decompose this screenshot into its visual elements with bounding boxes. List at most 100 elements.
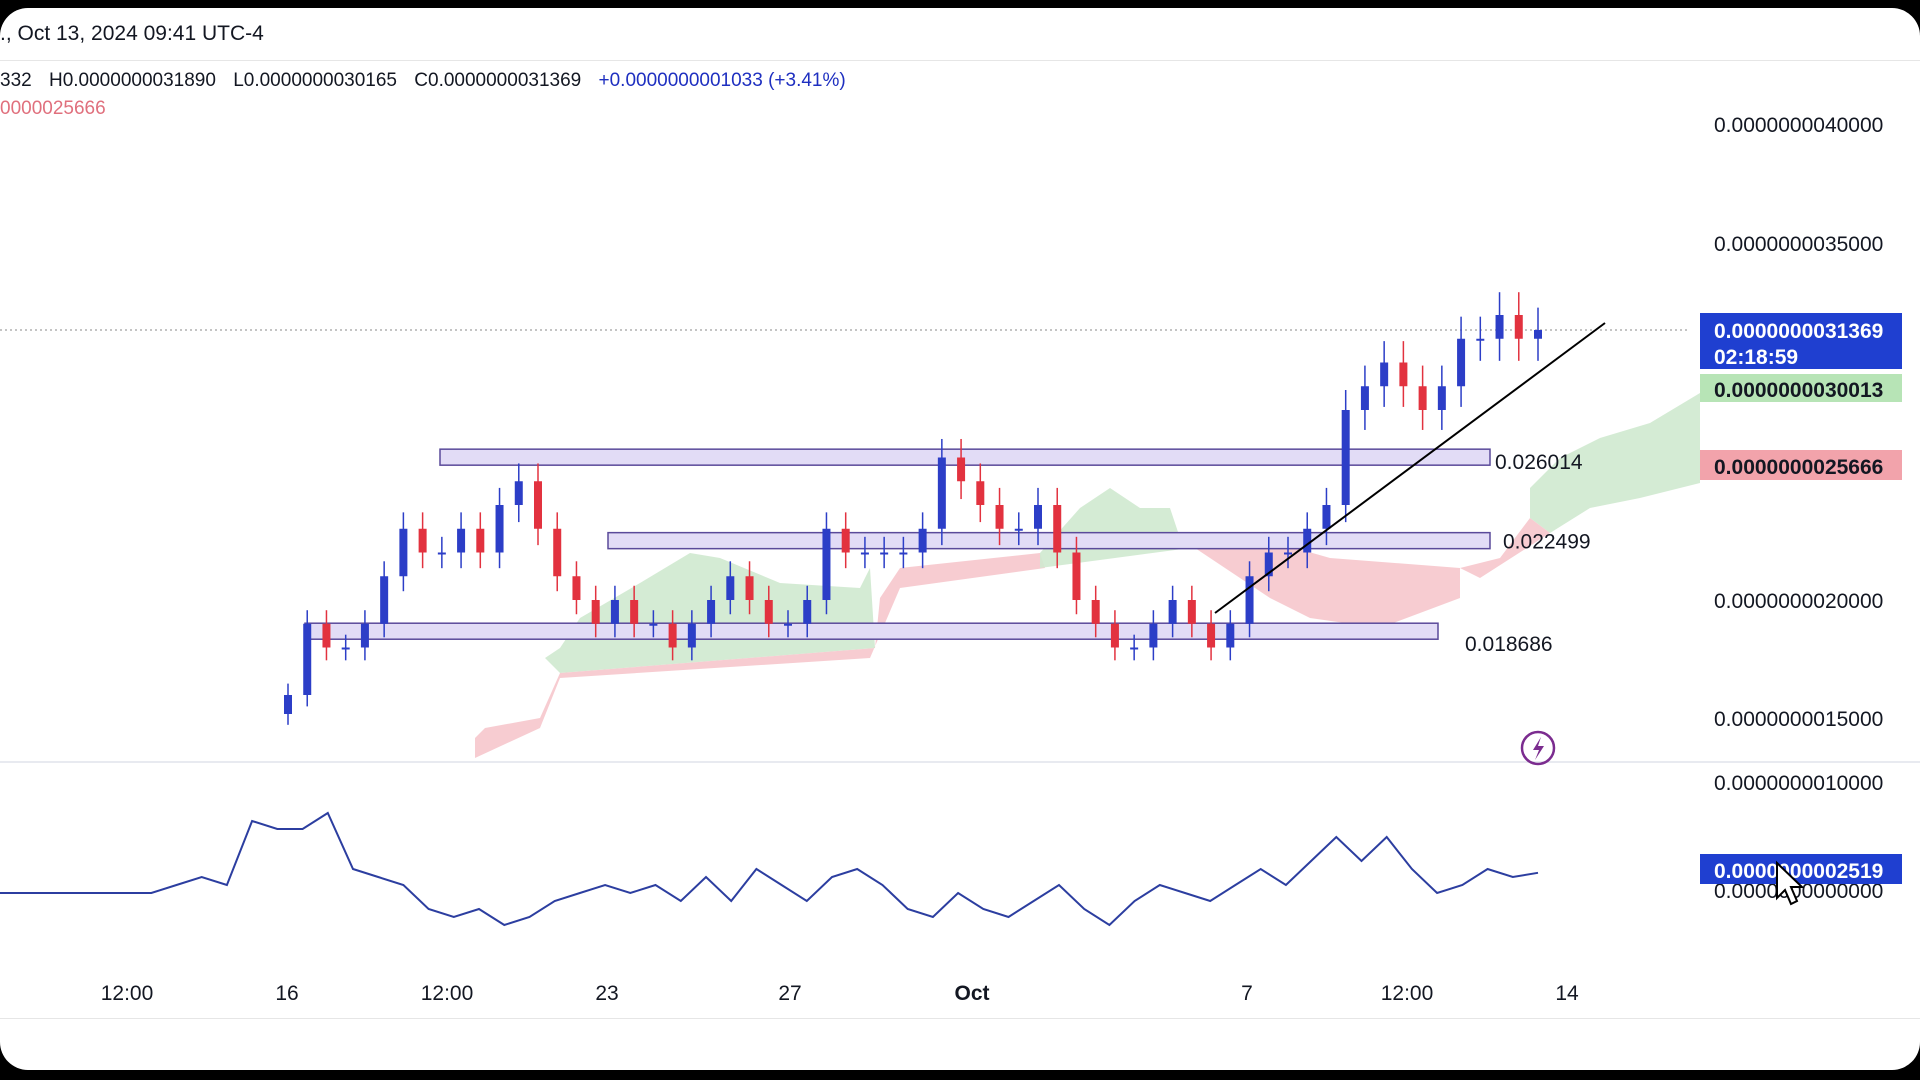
time-tick-3: 12:00 bbox=[421, 982, 474, 1005]
candle-body bbox=[1168, 600, 1177, 624]
osc-value-text: 0.0000000002519 bbox=[1714, 860, 1883, 883]
support-resistance-zones[interactable]: 0.026014 0.022499 0.018686 bbox=[304, 448, 1591, 656]
cloud-red-segment bbox=[1460, 518, 1550, 578]
candle-body bbox=[1322, 505, 1331, 529]
candle-body bbox=[495, 505, 504, 553]
candle-body bbox=[1303, 528, 1312, 553]
countdown-text: 02:18:59 bbox=[1714, 346, 1798, 369]
candle-body bbox=[630, 600, 639, 624]
open-value: 332 bbox=[0, 70, 32, 91]
price-tick-5: 0.0000000010000 bbox=[1714, 772, 1883, 795]
cloud-green-segment bbox=[1040, 488, 1190, 568]
zone-label: 0.022499 bbox=[1503, 531, 1591, 554]
candle-body bbox=[514, 481, 523, 505]
candle-body bbox=[341, 647, 350, 650]
low-value: L0.0000000030165 bbox=[233, 70, 397, 91]
bottom-separator bbox=[0, 1018, 1920, 1019]
candle-body bbox=[1110, 623, 1119, 648]
top-bar: ., Oct 13, 2024 09:41 UTC-4 bbox=[0, 8, 1920, 61]
candle-body bbox=[1380, 362, 1389, 387]
zone-label: 0.018686 bbox=[1465, 633, 1553, 656]
candle-body bbox=[1014, 528, 1023, 531]
candle-body bbox=[726, 576, 735, 600]
time-tick-8: 12:00 bbox=[1381, 982, 1434, 1005]
cloud-green-segment bbox=[1530, 393, 1700, 533]
candle-body bbox=[457, 528, 466, 553]
trendline[interactable] bbox=[1214, 322, 1606, 614]
datetime-label: ., Oct 13, 2024 09:41 UTC-4 bbox=[0, 22, 264, 45]
candle-body bbox=[1476, 338, 1485, 341]
candle-body bbox=[476, 528, 485, 553]
candle-body bbox=[380, 576, 389, 624]
green-price-badge bbox=[1700, 374, 1902, 402]
candle-body bbox=[1130, 647, 1139, 650]
time-tick-7: 7 bbox=[1241, 982, 1253, 1005]
candle-body bbox=[687, 623, 696, 648]
ohlc-legend: 332 H0.0000000031890 L0.0000000030165 C0… bbox=[0, 70, 858, 92]
price-tick-3: 0.0000000020000 bbox=[1714, 590, 1883, 613]
candle-body bbox=[1534, 329, 1542, 339]
candle-body bbox=[707, 600, 716, 624]
candle-body bbox=[1495, 315, 1504, 339]
price-chart[interactable]: 0.026014 0.022499 0.018686 0.0000000040000… bbox=[0, 8, 1920, 1070]
candle-body bbox=[957, 457, 966, 482]
zone-rect[interactable] bbox=[607, 531, 1491, 550]
candle-body bbox=[745, 576, 754, 600]
zone-rect[interactable] bbox=[304, 622, 1439, 640]
osc-tick-zero: 0.0000000000000 bbox=[1714, 880, 1883, 903]
candle-body bbox=[860, 552, 869, 555]
candle-body bbox=[784, 623, 792, 626]
time-tick-2: 16 bbox=[275, 982, 298, 1005]
candle-body bbox=[1360, 386, 1369, 410]
lightning-icon-glyph bbox=[1533, 737, 1544, 760]
candle-body bbox=[1226, 623, 1235, 648]
candle-body bbox=[1072, 552, 1081, 600]
zone-label: 0.026014 bbox=[1495, 451, 1583, 474]
close-value: C0.0000000031369 bbox=[414, 70, 582, 91]
oscillator-line bbox=[0, 811, 1539, 927]
candle-body bbox=[1284, 552, 1292, 555]
candle-body bbox=[803, 600, 812, 624]
candle-body bbox=[1514, 315, 1523, 339]
lightning-icon[interactable] bbox=[1520, 730, 1556, 766]
time-axis[interactable]: 12:00 16 12:00 23 27 Oct 7 12:00 14 bbox=[101, 982, 1579, 1005]
cloud-red-segment bbox=[475, 553, 1045, 758]
candlestick-series[interactable] bbox=[284, 292, 1542, 725]
time-tick-6: Oct bbox=[954, 982, 989, 1005]
red-price-badge bbox=[1700, 450, 1902, 480]
osc-value-badge bbox=[1700, 854, 1902, 884]
candle-body bbox=[1034, 505, 1042, 529]
candle-body bbox=[399, 528, 408, 577]
candle-body bbox=[649, 623, 658, 626]
current-price-badge bbox=[1700, 313, 1902, 369]
time-tick-1: 12:00 bbox=[101, 982, 154, 1005]
candle-body bbox=[1418, 386, 1427, 410]
current-price-text: 0.0000000031369 bbox=[1714, 320, 1883, 343]
price-tick-2: 0.0000000035000 bbox=[1714, 233, 1883, 256]
candle-body bbox=[1341, 410, 1350, 505]
price-axis[interactable]: 0.0000000040000 0.0000000035000 0.000000… bbox=[1714, 114, 1883, 903]
time-tick-4: 23 bbox=[595, 982, 618, 1005]
candle-body bbox=[553, 528, 562, 577]
red-price-text: 0.0000000025666 bbox=[1714, 456, 1883, 479]
candle-body bbox=[1457, 338, 1466, 387]
candle-body bbox=[841, 528, 850, 553]
cloud-red-segment bbox=[1180, 538, 1460, 628]
candle-body bbox=[822, 528, 831, 600]
candle-body bbox=[303, 623, 312, 695]
candle-body bbox=[1053, 505, 1062, 553]
candle-body bbox=[899, 552, 908, 555]
chart-window: ., Oct 13, 2024 09:41 UTC-4 332 H0.00000… bbox=[0, 8, 1920, 1070]
candle-body bbox=[1207, 623, 1216, 648]
time-tick-5: 27 bbox=[778, 982, 801, 1005]
candle-body bbox=[1264, 552, 1273, 577]
candle-body bbox=[418, 528, 427, 553]
candle-body bbox=[1399, 362, 1408, 387]
candle-body bbox=[1437, 386, 1446, 410]
candle-body bbox=[322, 623, 331, 648]
price-tick-1: 0.0000000040000 bbox=[1714, 114, 1883, 137]
candle-body bbox=[591, 600, 600, 624]
candle-body bbox=[437, 552, 446, 555]
candle-body bbox=[995, 505, 1004, 529]
green-price-text: 0.0000000030013 bbox=[1714, 379, 1883, 402]
